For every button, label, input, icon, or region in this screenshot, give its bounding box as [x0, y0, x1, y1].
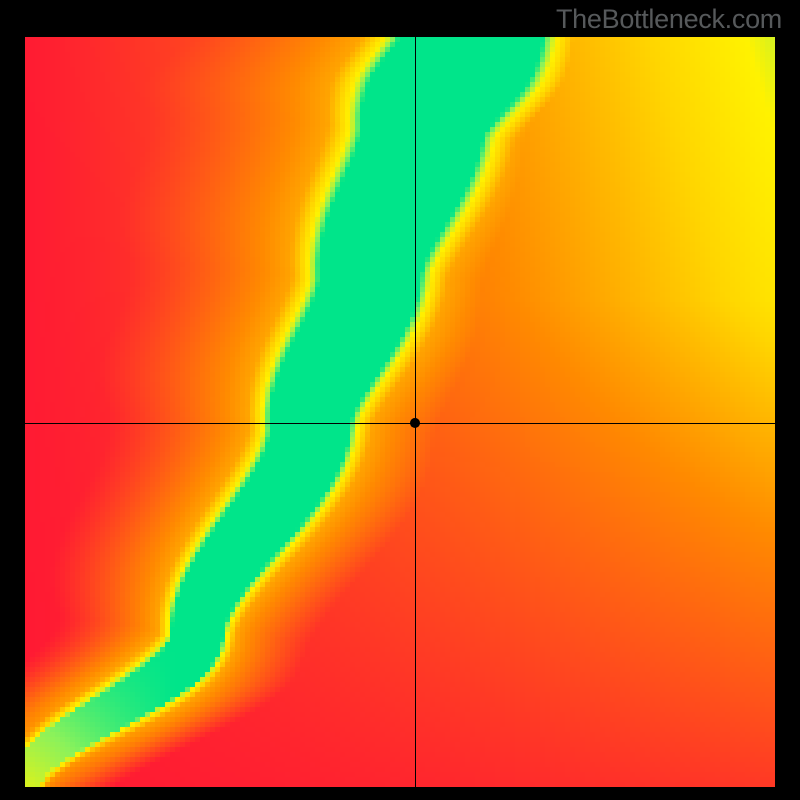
- watermark-text: TheBottleneck.com: [556, 4, 782, 35]
- crosshair-marker: [409, 417, 421, 429]
- crosshair-vertical: [415, 37, 416, 787]
- root-container: TheBottleneck.com: [0, 0, 800, 800]
- heatmap-canvas: [25, 37, 775, 787]
- crosshair-horizontal: [25, 423, 775, 424]
